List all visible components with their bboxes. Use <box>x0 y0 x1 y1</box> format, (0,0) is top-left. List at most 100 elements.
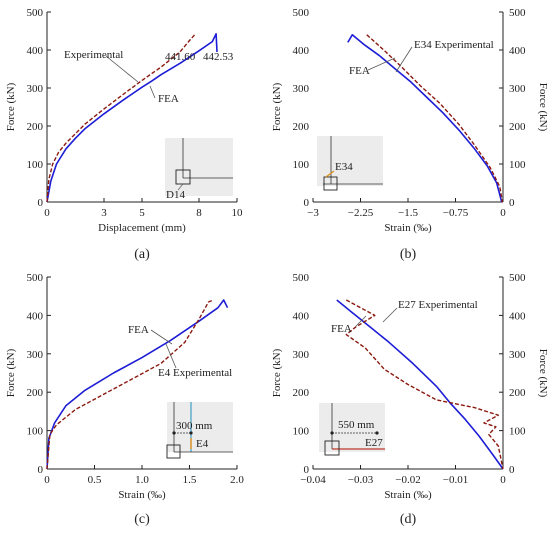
leader-fea <box>149 85 156 99</box>
y-tick-label: 100 <box>27 426 44 438</box>
x-tick-label: −0.01 <box>443 474 468 486</box>
x-tick-label: 0 <box>44 207 50 219</box>
x-tick-label: 0.5 <box>88 474 102 486</box>
y-tick-label: 500 <box>27 7 44 19</box>
y-axis-label: Force (kN) <box>5 348 17 397</box>
inset-leader <box>177 183 184 191</box>
inset-dimension-end <box>330 431 334 435</box>
y-tick-label: 100 <box>27 159 44 171</box>
x-tick-label: −0.04 <box>300 474 326 486</box>
label-experimental: E34 Experimental <box>414 39 494 51</box>
leader-experimental <box>382 307 398 323</box>
series-line-fea <box>46 32 218 203</box>
y-tick-label-left: 100 <box>293 159 310 171</box>
label-fea: FEA <box>158 93 179 105</box>
y-tick-label-left: 500 <box>293 7 310 19</box>
inset-a: D14 <box>165 138 233 201</box>
label-fea: FEA <box>128 324 149 336</box>
inset-section-box <box>323 176 338 191</box>
y-tick-label-right: 500 <box>509 7 526 19</box>
y-tick-label: 200 <box>27 121 44 133</box>
panel-label: (d) <box>400 512 417 527</box>
x-tick-label: 3 <box>101 207 107 219</box>
y-tick-label-right: 200 <box>509 121 526 133</box>
leader-fea <box>150 329 173 345</box>
y-tick-label: 300 <box>27 83 44 95</box>
y-tick-label-right: 300 <box>509 83 526 95</box>
inset-label: E27 <box>365 437 383 449</box>
y-tick-label-left: 500 <box>293 272 310 284</box>
y-tick-label-right: 200 <box>509 387 526 399</box>
y-axis-label-right: Force (kN) <box>537 349 549 398</box>
x-tick-label: −0.02 <box>395 474 420 486</box>
inset-background <box>317 136 383 186</box>
y-tick-label: 400 <box>27 45 44 57</box>
inset-background <box>165 138 233 196</box>
inset-label: D14 <box>166 189 185 201</box>
series-line-experimental <box>345 299 504 470</box>
x-axis-label: Strain (‰) <box>384 489 432 501</box>
x-tick-label: −0.03 <box>348 474 374 486</box>
plot-c: 0 0.5 1.0 1.5 2.0 0 100 200 300 400 500 Strain (‰) F… <box>5 272 244 527</box>
inset-section-box <box>166 444 181 459</box>
x-tick-label: 10 <box>232 207 244 219</box>
inset-dimension-end <box>375 431 379 435</box>
label-experimental: E4 Experimental <box>158 367 232 379</box>
y-tick-label-left: 0 <box>304 197 310 209</box>
y-tick-label-right: 0 <box>509 464 515 476</box>
series-line-experimental <box>46 299 214 470</box>
y-tick-label-right: 0 <box>509 197 515 209</box>
inset-dimension-label: 550 mm <box>338 419 375 431</box>
y-tick-label-left: 0 <box>304 464 310 476</box>
x-axis-label: Strain (‰) <box>118 489 166 501</box>
y-tick-label-right: 400 <box>509 45 526 57</box>
inset-c: 300 mm E4 <box>166 402 233 459</box>
x-tick-label: −0.75 <box>443 207 469 219</box>
y-tick-label-left: 100 <box>293 426 310 438</box>
y-axis-label-right: Force (kN) <box>537 83 549 132</box>
y-tick-label-left: 200 <box>293 387 310 399</box>
inset-d: 550 mm E27 <box>319 403 385 456</box>
y-tick-label: 500 <box>27 272 44 284</box>
x-tick-label: 0 <box>44 474 50 486</box>
label-fea: FEA <box>349 65 370 77</box>
y-tick-label-left: 400 <box>293 45 310 57</box>
x-tick-label: 0 <box>500 474 506 486</box>
y-tick-label-right: 500 <box>509 272 526 284</box>
inset-dimension-label: 300 mm <box>176 420 213 432</box>
inset-label: E4 <box>196 438 209 450</box>
leader-fea <box>355 315 367 327</box>
x-tick-label: −1.5 <box>398 207 418 219</box>
y-tick-label-left: 400 <box>293 310 310 322</box>
x-tick-label: 0 <box>500 207 506 219</box>
label-experimental: E27 Experimental <box>398 299 478 311</box>
inset-label: E34 <box>335 161 353 173</box>
inset-dimension-end <box>189 431 193 435</box>
leader-experimental <box>395 46 413 73</box>
panel-c: 0 0.5 1.0 1.5 2.0 0 100 200 300 400 500 Strain (‰) F… <box>5 272 244 527</box>
peak-label-experimental: 441.60 <box>165 51 196 63</box>
series-line-fea <box>46 299 229 470</box>
panel-label: (b) <box>400 247 417 262</box>
inset-section-box <box>324 440 340 456</box>
series-line-experimental <box>46 33 196 203</box>
inset-b: E34 <box>317 136 383 191</box>
x-tick-label: 8 <box>196 207 202 219</box>
leader-fea <box>367 57 396 71</box>
label-fea: FEA <box>331 323 352 335</box>
inset-background <box>319 403 385 452</box>
y-tick-label: 200 <box>27 387 44 399</box>
y-tick-label-right: 400 <box>509 310 526 322</box>
x-axis-label: Strain (‰) <box>384 222 432 234</box>
x-tick-label: 1.5 <box>183 474 197 486</box>
panel-label: (c) <box>134 512 150 527</box>
leader-experimental <box>105 55 139 83</box>
y-tick-label-right: 100 <box>509 159 526 171</box>
inset-gauge-mark <box>325 170 335 178</box>
